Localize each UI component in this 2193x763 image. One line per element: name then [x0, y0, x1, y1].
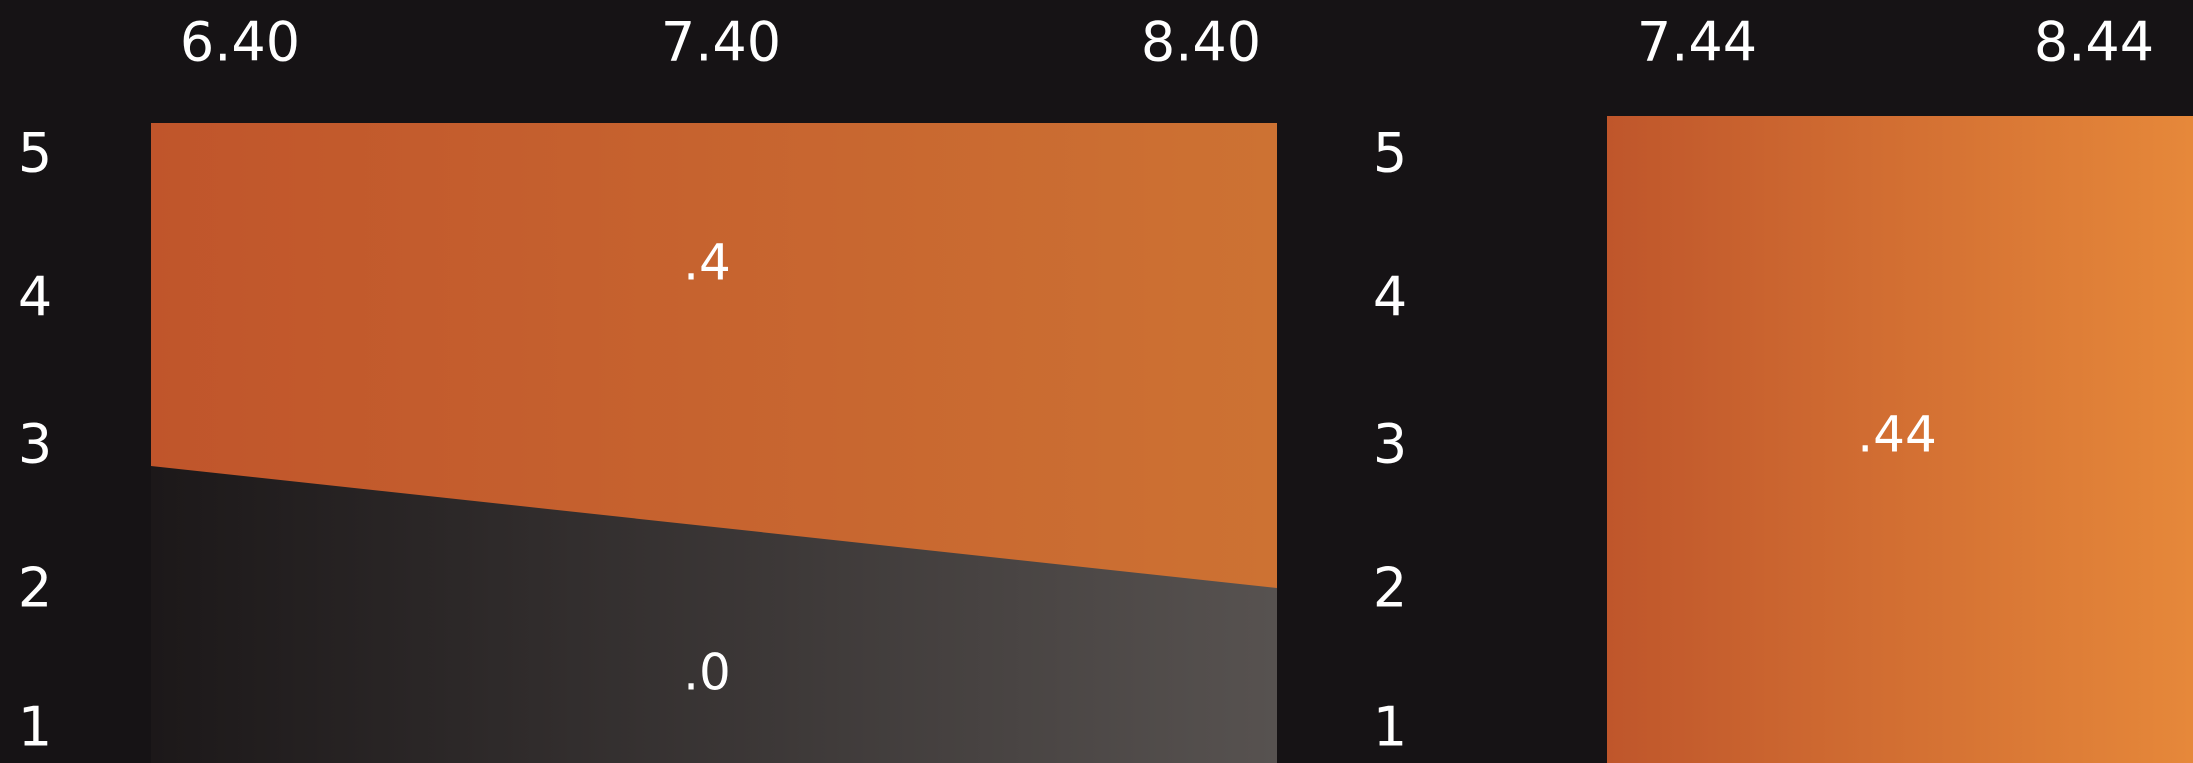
right-axis: 5 4 3 2 1 [1373, 122, 1407, 759]
left-axis: 5 4 3 2 1 [18, 122, 52, 759]
top-label: 7.44 [1637, 11, 1757, 74]
axis-label: 4 [1373, 266, 1407, 329]
left-panel: .4 .0 [151, 123, 1277, 763]
right-panel: .44 [1607, 116, 2193, 763]
axis-label: 3 [18, 413, 52, 476]
top-label: 8.40 [1141, 11, 1261, 74]
axis-label: 1 [1373, 696, 1407, 759]
axis-label: 2 [1373, 557, 1407, 620]
axis-label: 5 [1373, 122, 1407, 185]
upper-label: .4 [683, 234, 731, 292]
region [1607, 116, 2193, 763]
axis-label: 3 [1373, 413, 1407, 476]
lower-label: .0 [683, 644, 731, 702]
axis-label: 4 [18, 266, 52, 329]
top-label: 6.40 [180, 11, 300, 74]
axis-label: 1 [18, 696, 52, 759]
top-label: 8.44 [2034, 11, 2154, 74]
axis-label: 2 [18, 557, 52, 620]
upper-region [151, 123, 1277, 588]
top-labels: 6.40 7.40 8.40 7.44 8.44 [180, 11, 2154, 74]
top-label: 7.40 [661, 11, 781, 74]
panel-label: .44 [1857, 406, 1937, 464]
axis-label: 5 [18, 122, 52, 185]
